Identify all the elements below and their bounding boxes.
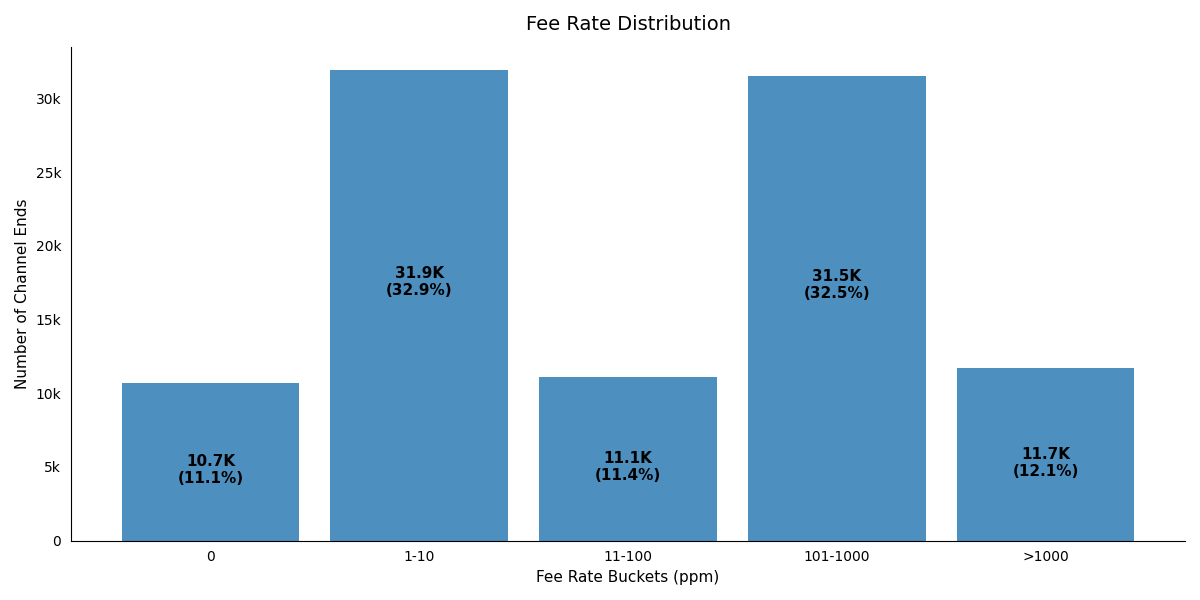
Bar [748, 76, 925, 541]
Bar [539, 377, 716, 541]
X-axis label: Fee Rate Buckets (ppm): Fee Rate Buckets (ppm) [536, 570, 720, 585]
Bar [330, 70, 508, 541]
Text: 11.1K
(11.4%): 11.1K (11.4%) [595, 451, 661, 483]
Title: Fee Rate Distribution: Fee Rate Distribution [526, 15, 731, 34]
Text: 10.7K
(11.1%): 10.7K (11.1%) [178, 454, 244, 486]
Y-axis label: Number of Channel Ends: Number of Channel Ends [16, 199, 30, 389]
Text: 11.7K
(12.1%): 11.7K (12.1%) [1013, 447, 1079, 479]
Text: 31.5K
(32.5%): 31.5K (32.5%) [804, 269, 870, 301]
Text: 31.9K
(32.9%): 31.9K (32.9%) [386, 266, 452, 298]
Bar [121, 383, 299, 541]
Bar [956, 368, 1134, 541]
